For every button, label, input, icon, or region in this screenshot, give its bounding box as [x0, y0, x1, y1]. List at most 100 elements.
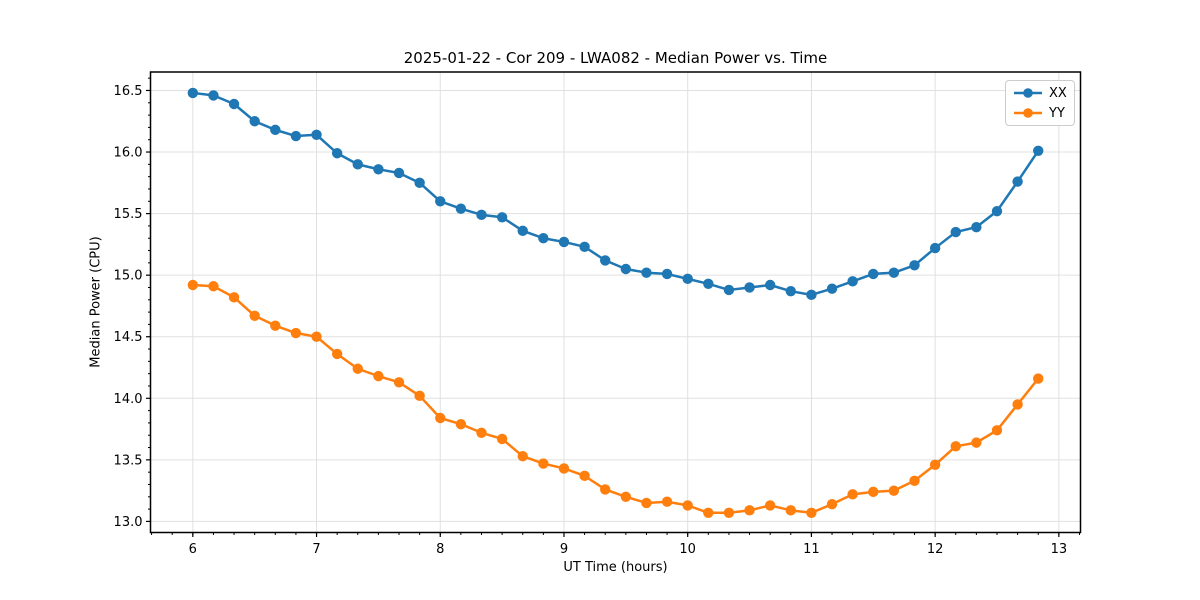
yy-data-point [950, 441, 961, 452]
y-tick-label: 16.5 [114, 84, 143, 99]
x-tick-label: 10 [679, 542, 696, 557]
chart-title: 2025-01-22 - Cor 209 - LWA082 - Median P… [403, 49, 828, 67]
xx-data-point [785, 285, 796, 297]
xx-data-point [1012, 176, 1023, 187]
yy-data-point [723, 507, 735, 518]
yy-data-point [311, 331, 322, 342]
xx-data-point [538, 233, 549, 244]
xx-data-point [661, 268, 673, 280]
xx-data-point [373, 164, 384, 175]
xx-data-point [868, 268, 879, 280]
yy-data-point [558, 463, 570, 474]
x-tick-label: 11 [803, 542, 820, 557]
xx-data-point [455, 203, 467, 214]
yy-data-point [455, 418, 467, 430]
y-tick-label: 13.0 [114, 515, 143, 530]
xx-data-point [723, 284, 735, 296]
yy-data-point [435, 412, 446, 424]
y-tick-label: 14.0 [114, 392, 143, 407]
x-tick-label: 13 [1051, 542, 1068, 557]
xx-data-point [682, 273, 693, 285]
y-axis-label: Median Power (CPU) [88, 236, 104, 368]
legend-label-xx: XX [1049, 85, 1067, 101]
yy-data-point [929, 459, 941, 470]
yy-data-point [249, 310, 260, 321]
yy-data-point [538, 458, 549, 469]
yy-data-point [764, 500, 776, 511]
yy-data-point [270, 320, 281, 331]
yy-data-point [806, 507, 817, 518]
yy-data-point [1033, 373, 1044, 384]
xx-data-point [476, 209, 487, 221]
xx-line-marker-sample [1014, 88, 1042, 98]
yy-data-point [1012, 399, 1023, 410]
xx-data-point [208, 90, 219, 101]
y-tick-label: 16.0 [114, 146, 143, 161]
grid-lines [150, 72, 1081, 533]
yy-data-point [373, 370, 384, 382]
yy-data-point [414, 390, 425, 402]
xx-data-point [187, 87, 199, 99]
xx-data-point [414, 177, 425, 189]
yy-data-point [393, 377, 405, 388]
yy-data-point [703, 507, 714, 518]
yy-data-point [971, 437, 982, 448]
xx-data-point [331, 148, 343, 159]
yy-data-point [991, 425, 1003, 436]
xx-data-point [950, 226, 961, 238]
yy-data-point [682, 500, 693, 511]
yy-data-point [868, 486, 879, 498]
xx-data-point [558, 236, 570, 248]
xx-data-point [496, 212, 508, 223]
legend-item-yy: YY [1013, 105, 1074, 122]
x-tick-label: 7 [312, 542, 320, 557]
y-tick-label: 14.5 [114, 330, 143, 345]
xx-data-point [888, 267, 900, 278]
xx-data-point [806, 289, 817, 301]
yy-data-point [661, 496, 673, 507]
xx-data-point [929, 242, 941, 254]
yy-data-point [909, 475, 920, 486]
yy-data-point [517, 450, 528, 462]
xx-data-point [1033, 145, 1044, 156]
yy-data-point [600, 484, 611, 495]
xx-data-point [971, 221, 982, 233]
yy-data-point [744, 505, 755, 516]
yy-data-point [496, 433, 508, 445]
yy-data-point [228, 292, 240, 303]
axes-spines [149, 71, 1082, 534]
legend: XX YY [1005, 80, 1075, 126]
xx-data-point [764, 279, 776, 291]
x-tick-label: 8 [436, 542, 444, 557]
axis-ticks: 6 7 8 9 10 11 12 13 13.0 13.5 14.0 14.5 15.0 15.5 16.0… [114, 77, 1080, 557]
yy-line-marker-sample [1014, 108, 1042, 118]
y-tick-label: 13.5 [114, 453, 143, 468]
yy-data-point [331, 348, 343, 360]
xx-data-point [847, 276, 858, 287]
x-tick-label: 12 [927, 542, 944, 557]
xx-data-point [352, 159, 363, 170]
yy-data-point [847, 489, 858, 500]
legend-label-yy: YY [1049, 105, 1065, 121]
yy-data-point [208, 281, 219, 292]
yy-data-point [352, 363, 363, 374]
yy-data-point [476, 427, 487, 438]
yy-data-point [826, 498, 838, 510]
xx-data-point [249, 116, 260, 127]
y-tick-label: 15.5 [114, 207, 143, 222]
xx-data-point [703, 278, 714, 289]
xx-data-point [620, 263, 632, 275]
xx-data-point [600, 255, 611, 266]
x-tick-label: 9 [560, 542, 568, 557]
yy-data-point [620, 491, 632, 502]
yy-data-point [641, 497, 652, 509]
yy-data-point [785, 505, 796, 516]
yy-data-point [888, 485, 900, 496]
xx-data-point [311, 129, 322, 140]
xx-data-point [991, 205, 1003, 217]
xx-data-point [228, 98, 240, 110]
x-axis-label: UT Time (hours) [563, 560, 668, 575]
yy-data-point [187, 279, 199, 291]
